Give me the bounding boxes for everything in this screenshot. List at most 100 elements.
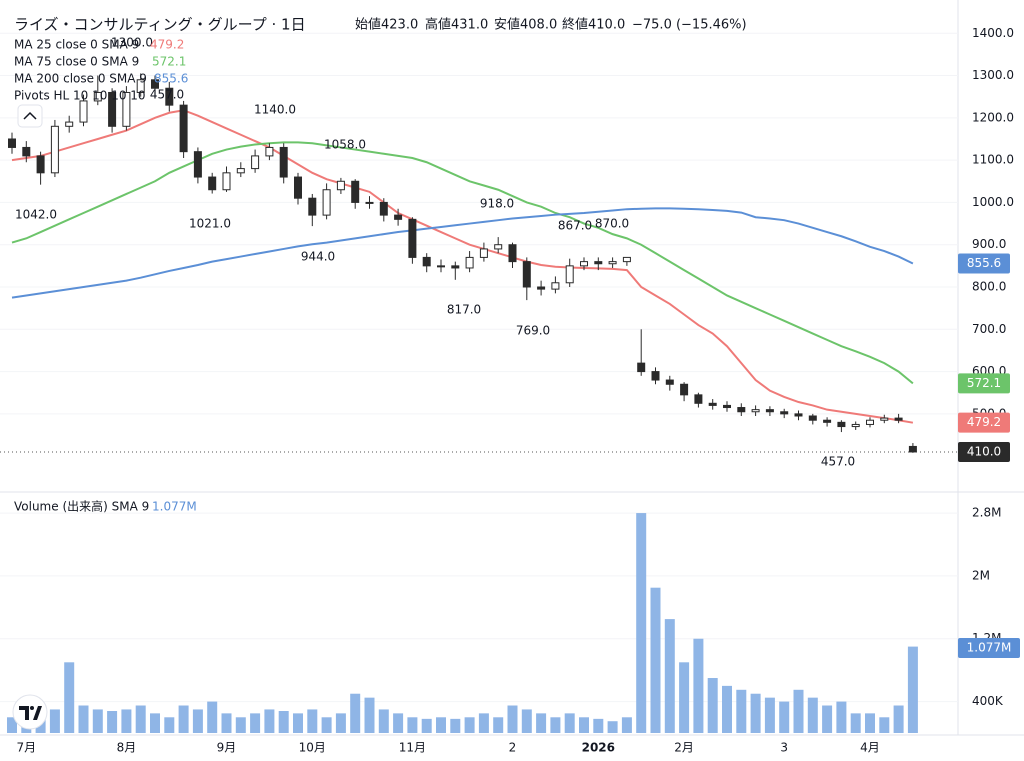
candle-body: [294, 176, 302, 199]
candle-body: [565, 265, 574, 284]
last-price-badge: 410.0: [967, 444, 1001, 458]
volume-bar: [335, 713, 346, 733]
collapse-icon: [23, 111, 37, 120]
last-price-badge-bg: [958, 441, 1010, 462]
plot-area: [0, 32, 958, 733]
ma-line: [11, 109, 914, 424]
close-label: 終値410.0: [562, 17, 625, 33]
candle-body: [522, 261, 531, 288]
candle-body: [665, 379, 674, 385]
candle-body: [537, 286, 546, 290]
volume-bar: [378, 709, 389, 733]
candle-body: [122, 91, 131, 127]
ma-badge: 855.6: [967, 256, 1001, 270]
volume-tick-label: 400K: [972, 694, 1004, 708]
logo-badge: [12, 694, 48, 730]
pivot-label: 1140.0: [254, 103, 296, 117]
volume-bar: [221, 713, 232, 733]
volume-bar: [593, 718, 604, 733]
candle-body: [837, 421, 846, 428]
volume-bar: [7, 717, 17, 733]
volume-bar: [350, 693, 361, 733]
volume-bar: [250, 713, 261, 733]
volume-bar: [636, 513, 647, 733]
volume-bar: [264, 709, 275, 733]
x-tick-label: 3: [780, 741, 788, 755]
candle-body: [751, 409, 760, 413]
volume-bar: [135, 705, 146, 733]
ma-legend-value: 572.1: [152, 55, 186, 69]
pivot-label: 1058.0: [324, 138, 366, 152]
y-tick-label: 1000.0: [972, 195, 1014, 209]
volume-bar: [78, 705, 89, 733]
volume-bar: [650, 587, 661, 733]
volume-bar: [536, 713, 547, 733]
volume-bar: [64, 662, 75, 733]
volume-tick-label: 2.8M: [972, 506, 1001, 520]
candle-body: [279, 146, 288, 178]
ma-badge-bg: [958, 373, 1010, 394]
x-tick-label: 2: [509, 741, 517, 755]
pivot-label: 817.0: [447, 303, 481, 317]
volume-bar: [621, 717, 632, 733]
volume-bar: [893, 705, 904, 733]
pivot-label: 1300.0: [111, 36, 153, 50]
candle-body: [437, 265, 445, 268]
candle-body: [336, 180, 345, 191]
pivot-label: 1021.0: [189, 217, 231, 231]
candle-body: [193, 151, 202, 178]
candle-body: [880, 417, 889, 421]
candle-body: [708, 402, 717, 406]
candle-body: [379, 201, 388, 216]
candle-body: [322, 189, 331, 216]
volume-bar: [693, 638, 704, 733]
candle-body: [422, 256, 431, 267]
volume-bar: [121, 709, 132, 733]
volume-bar: [321, 717, 332, 733]
volume-tick-label: 2M: [972, 568, 990, 582]
candle-body: [22, 146, 31, 157]
x-tick-label: 11月: [399, 741, 426, 755]
x-tick-label: 10月: [299, 741, 326, 755]
candle-body: [851, 423, 860, 428]
volume-legend: Volume (出来高) SMA 9: [14, 499, 149, 514]
ma-badge: 572.1: [967, 376, 1001, 390]
volume-bar: [150, 713, 160, 733]
volume-bar: [450, 718, 461, 733]
candle-body: [794, 413, 803, 417]
candle-body: [694, 394, 703, 404]
candle-body: [351, 180, 360, 203]
volume-bar: [664, 619, 675, 733]
ma-legend-name: MA 200 close 0 SMA 9: [14, 72, 147, 86]
volume-bar: [192, 709, 203, 733]
candle-body: [165, 87, 174, 106]
volume-bar: [49, 709, 60, 733]
ma-badge-bg: [958, 253, 1010, 274]
high-label: 高値431.0: [425, 17, 488, 33]
volume-bar: [92, 709, 103, 733]
pivot-label: 457.0: [150, 88, 184, 102]
tradingview-logo: [12, 694, 48, 730]
chart-title: ライズ・コンサルティング・グループ · 1日: [14, 16, 306, 34]
volume-bar: [107, 711, 118, 733]
candle-body: [908, 445, 917, 453]
volume-bar: [865, 713, 875, 733]
collapse-button[interactable]: [17, 104, 43, 128]
volume-bar: [393, 713, 404, 733]
x-tick-label: 4月: [860, 741, 880, 755]
x-tick-label: 8月: [117, 741, 137, 755]
candle-body: [479, 248, 488, 258]
candle-body: [222, 172, 231, 191]
candle-body: [451, 265, 460, 269]
candle-body: [36, 155, 45, 174]
volume-bar: [793, 689, 804, 733]
volume-bar: [750, 693, 761, 733]
candle-body: [394, 214, 403, 220]
pivot-label: 918.0: [480, 197, 514, 211]
candle-body: [765, 409, 774, 413]
pivot-label: 1042.0: [15, 208, 57, 222]
y-tick-label: 700.0: [972, 322, 1006, 336]
x-tick-label: 7月: [16, 741, 36, 755]
